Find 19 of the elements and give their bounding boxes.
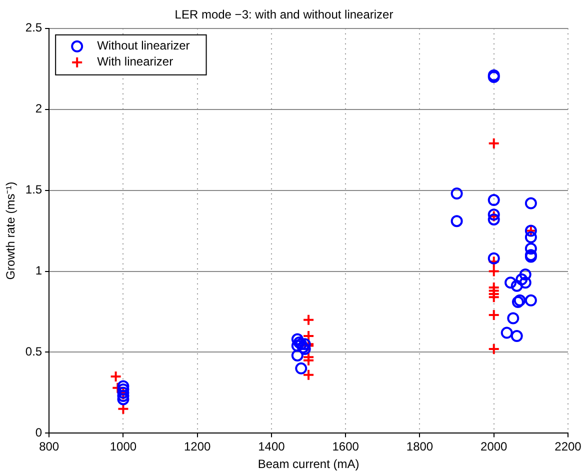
y-tick-label: 0.5 <box>25 344 42 359</box>
legend-label: Without linearizer <box>97 38 190 53</box>
x-tick-label: 1000 <box>110 440 137 454</box>
x-tick-label: 800 <box>39 440 60 454</box>
y-tick-label: 1 <box>35 264 42 278</box>
x-tick-label: 2000 <box>480 440 508 454</box>
legend-label: With linearizer <box>97 54 174 69</box>
chart-title: LER mode −3: with and without linearizer <box>174 8 394 22</box>
y-tick-label: 2 <box>35 102 42 116</box>
x-axis-title: Beam current (mA) <box>258 457 360 472</box>
y-tick-label: 0 <box>35 426 42 440</box>
y-axis-title: Growth rate (ms⁻¹) <box>4 182 18 280</box>
y-tick-label: 1.5 <box>25 182 42 197</box>
y-tick-label: 2.5 <box>25 20 42 35</box>
x-tick-label: 1200 <box>184 440 212 454</box>
x-tick-label: 2200 <box>554 440 582 454</box>
x-tick-label: 1800 <box>406 440 434 454</box>
x-tick-label: 1400 <box>258 440 286 454</box>
x-tick-label: 1600 <box>332 440 360 454</box>
